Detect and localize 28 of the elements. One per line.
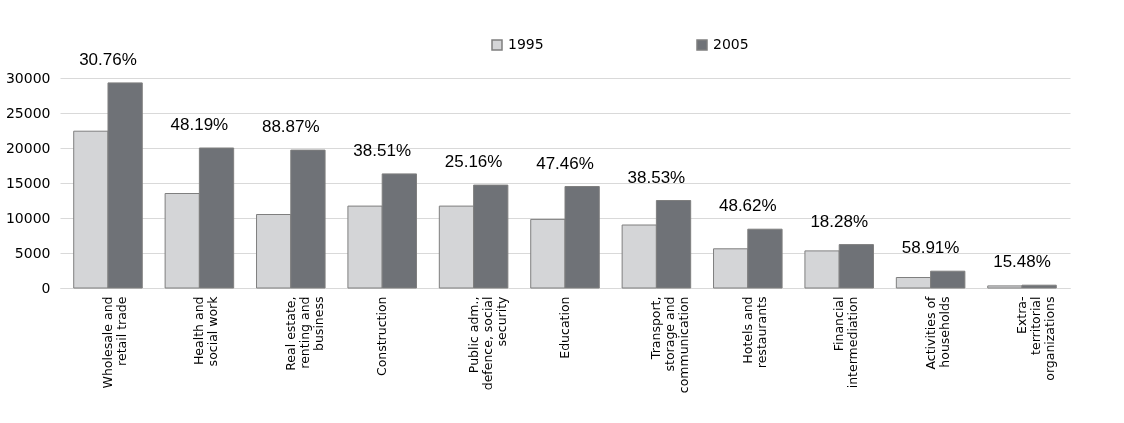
y-tick-label: 5000 xyxy=(14,244,51,261)
x-tick-label: Education xyxy=(557,296,572,359)
y-tick-label: 30000 xyxy=(5,69,51,86)
annotation: 58.91% xyxy=(901,238,960,258)
annotation: 88.87% xyxy=(261,117,320,137)
legend-label: 2005 xyxy=(713,36,749,52)
y-tick-label: 15000 xyxy=(5,174,51,191)
annotation: 38.53% xyxy=(627,167,686,187)
y-tick-label: 20000 xyxy=(5,139,51,156)
annotation: 47.46% xyxy=(536,153,594,173)
y-tick-label: 25000 xyxy=(5,104,51,121)
annotation: 18.28% xyxy=(810,211,869,231)
annotation: 30.76% xyxy=(79,49,137,69)
x-tick-label: Health and social work xyxy=(191,295,221,367)
annotation: 38.51% xyxy=(353,140,412,160)
x-tick-label: Wholesale and retail trade xyxy=(99,296,129,389)
x-tick-label: Real estate, renting and business xyxy=(282,296,326,371)
x-tick-label: Construction xyxy=(374,296,390,377)
x-tick-label: Activities of households xyxy=(922,295,952,370)
annotation: 25.16% xyxy=(444,152,503,172)
legend-label: 1995 xyxy=(508,36,544,52)
annotation: 48.19% xyxy=(170,115,229,134)
x-tick-label: Transport, storage and communication xyxy=(648,296,692,394)
annotation: 48.62% xyxy=(718,196,777,216)
y-tick-label: 10000 xyxy=(5,209,51,226)
y-tick-label: 0 xyxy=(41,279,51,296)
annotation: 15.48% xyxy=(993,252,1051,272)
x-tick-label: Public adm., defence, social security xyxy=(465,295,509,391)
